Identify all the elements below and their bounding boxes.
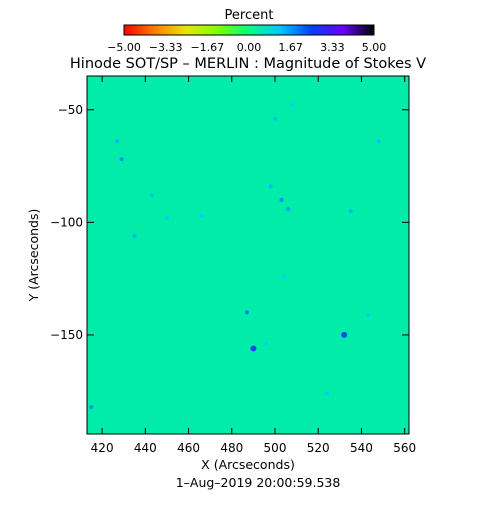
heatmap-feature [365, 312, 370, 317]
heatmap-feature [324, 391, 329, 396]
heatmap-features [89, 103, 381, 409]
x-tick-label: 440 [134, 441, 157, 455]
colorbar-tick-label: 1.67 [278, 41, 303, 54]
heatmap-feature [115, 139, 120, 144]
heatmap-feature [132, 233, 137, 238]
heatmap-feature [285, 206, 290, 211]
heatmap-feature [149, 193, 154, 198]
x-tick-label: 540 [350, 441, 373, 455]
colorbar-tick-label: −1.67 [190, 41, 224, 54]
x-tick-label: 480 [220, 441, 243, 455]
heatmap-feature [376, 139, 381, 144]
heatmap-feature [264, 341, 269, 346]
heatmap-feature [268, 184, 273, 189]
y-axis: −50 −100 −150 [50, 103, 409, 342]
heatmap-feature [348, 209, 353, 214]
heatmap-feature [281, 274, 286, 279]
heatmap-feature [279, 197, 284, 202]
x-tick-label: 520 [307, 441, 330, 455]
y-tick-label: −100 [50, 215, 83, 229]
colorbar-tick-label: 3.33 [320, 41, 345, 54]
heatmap-feature [164, 215, 169, 220]
x-axis: 420 440 460 480 500 520 540 560 [91, 76, 416, 455]
x-tick-label: 460 [177, 441, 200, 455]
heatmap-feature [89, 404, 94, 409]
colorbar-tick-labels: −5.00 −3.33 −1.67 0.00 1.67 3.33 5.00 [107, 41, 386, 54]
colorbar-label: Percent [225, 8, 274, 23]
x-axis-label: X (Arcseconds) [201, 457, 295, 472]
heatmap-feature [250, 345, 257, 352]
x-tick-label: 420 [91, 441, 114, 455]
timestamp: 1–Aug–2019 20:00:59.538 [176, 475, 341, 490]
heatmap-background [87, 76, 409, 434]
heatmap-feature [244, 310, 249, 315]
x-tick-label: 560 [393, 441, 416, 455]
heatmap-feature [273, 116, 278, 121]
x-tick-label: 500 [264, 441, 287, 455]
y-tick-label: −50 [58, 103, 83, 117]
colorbar-tick-label: −3.33 [149, 41, 183, 54]
heatmap-feature [290, 103, 295, 108]
heatmap-feature [199, 213, 204, 218]
y-tick-label: −150 [50, 328, 83, 342]
chart-title: Hinode SOT/SP – MERLIN : Magnitude of St… [70, 56, 426, 72]
colorbar-tick-label: −5.00 [107, 41, 141, 54]
heatmap-feature [119, 157, 124, 162]
heatmap-feature [341, 331, 348, 338]
plot-frame [86, 75, 410, 435]
colorbar-tick-label: 5.00 [362, 41, 387, 54]
y-axis-label: Y (Arcseconds) [26, 209, 41, 303]
colorbar [123, 24, 375, 36]
colorbar-tick-label: 0.00 [237, 41, 262, 54]
